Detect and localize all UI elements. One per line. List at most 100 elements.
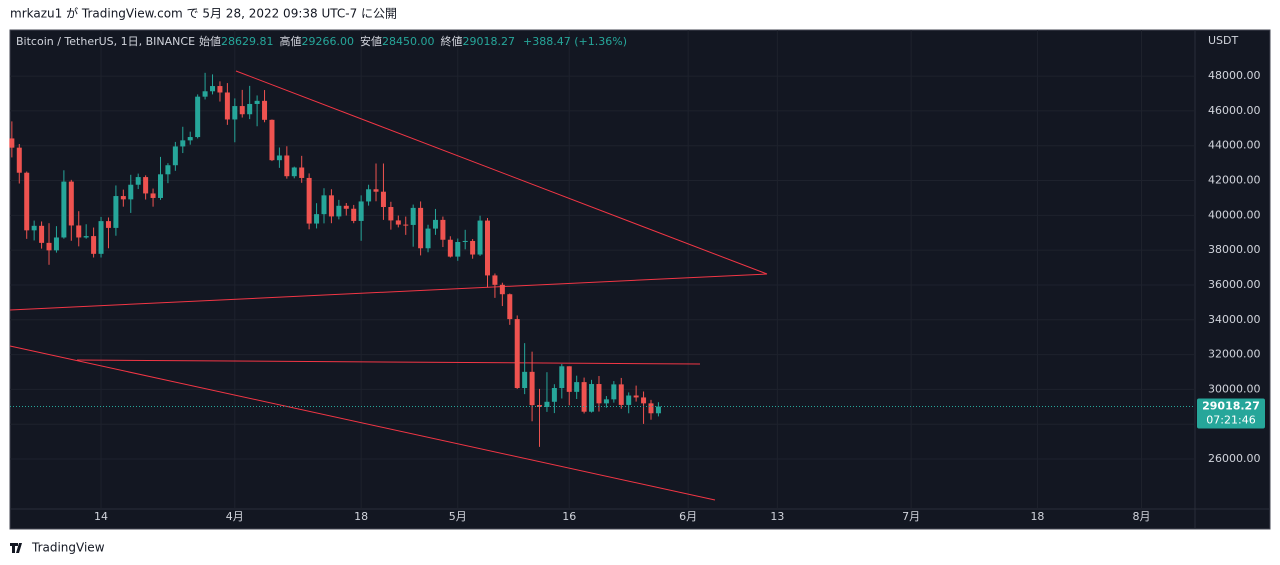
candle-body [477, 220, 483, 255]
candle-body [432, 219, 438, 229]
trend-line [76, 359, 701, 365]
candle-body [53, 237, 59, 251]
x-tick-label: 18 [1030, 510, 1044, 523]
candle-body [507, 294, 513, 320]
ohlc-label: 安値 [360, 34, 382, 48]
candle-body [61, 181, 67, 238]
candle-body [388, 207, 394, 221]
trend-line [9, 345, 716, 501]
candle-body [210, 86, 216, 92]
candle-body [284, 155, 290, 177]
candle-body [105, 221, 111, 228]
candle-body [299, 167, 305, 178]
trend-lines [9, 70, 768, 501]
candle-body [611, 384, 617, 400]
candle-body [537, 405, 543, 408]
candle-body [544, 401, 550, 408]
candle-body [336, 205, 342, 217]
candle-body [366, 189, 372, 202]
candle-body [143, 177, 149, 194]
candle-body [24, 172, 30, 231]
y-tick-label: 34000.00 [1208, 313, 1261, 326]
candle-body [395, 220, 401, 225]
candle-body [239, 106, 245, 115]
candle-body [462, 240, 468, 242]
candle-body [187, 137, 193, 141]
y-tick-label: 32000.00 [1208, 348, 1261, 361]
candle-body [254, 100, 260, 104]
candle-body [514, 319, 520, 389]
y-tick-label: 46000.00 [1208, 104, 1261, 117]
candle-body [425, 228, 431, 249]
x-tick-label: 18 [354, 510, 368, 523]
candle-body [224, 92, 230, 120]
ohlc-label: 始値 [199, 34, 221, 48]
candle-body [648, 403, 654, 414]
candle-body [76, 225, 82, 238]
candle-body [195, 96, 201, 138]
candle-body [455, 241, 461, 257]
candle-body [68, 181, 74, 226]
candle-body [618, 384, 624, 405]
candle-body [291, 167, 297, 177]
x-tick-label: 8月 [1132, 510, 1150, 523]
chart-frame [9, 29, 1271, 530]
candle-body [492, 275, 498, 285]
y-tick-label: 48000.00 [1208, 69, 1261, 82]
candle-body [113, 196, 119, 228]
candle-body [120, 196, 126, 200]
x-tick-label: 13 [770, 510, 784, 523]
y-tick-label: 44000.00 [1208, 139, 1261, 152]
ohlc-legend: 始値28629.81 高値29266.00 安値28450.00 終値29018.27 [199, 34, 515, 48]
candle-body [373, 189, 379, 192]
candle-body [566, 366, 572, 392]
publisher: mrkazu1 が TradingView.com で 5月 28, 2022 … [10, 6, 397, 21]
candle-body [135, 177, 141, 185]
y-tick-label: 40000.00 [1208, 208, 1261, 221]
ohlc-label: 終値 [441, 34, 463, 48]
candle-body [314, 214, 320, 224]
y-tick-label: 42000.00 [1208, 174, 1261, 187]
brand: TradingView [10, 541, 105, 555]
candle-body [484, 220, 490, 276]
y-tick-label: 30000.00 [1208, 382, 1261, 395]
x-tick-label: 4月 [226, 510, 244, 523]
candle-body [655, 406, 661, 414]
candle-body [380, 191, 386, 208]
symbol-legend: Bitcoin / TetherUS, 1日, BINANCE 始値28629.8… [16, 34, 627, 48]
y-tick-label: 26000.00 [1208, 452, 1261, 465]
candle-body [157, 174, 163, 198]
countdown: 07:21:46 [1206, 414, 1255, 427]
candle-body [470, 240, 476, 255]
candle-body [418, 207, 424, 249]
candle-body [262, 100, 268, 120]
x-tick-label: 16 [562, 510, 576, 523]
y-tick-label: 36000.00 [1208, 278, 1261, 291]
brand-name: TradingView [31, 541, 105, 555]
x-tick-label: 6月 [679, 510, 697, 523]
candle-body [351, 208, 357, 221]
candle-body [633, 395, 639, 398]
candle-body [217, 86, 223, 93]
trend-line [235, 70, 768, 275]
candle-body [574, 382, 580, 392]
candle-body [589, 384, 595, 412]
x-tick-label: 14 [94, 510, 108, 523]
candle-body [180, 140, 186, 147]
symbol-title: Bitcoin / TetherUS, 1日, BINANCE [16, 35, 195, 48]
y-unit: USDT [1208, 34, 1239, 47]
candle-body [410, 207, 416, 225]
candle-body [551, 388, 557, 402]
candle-body [16, 147, 22, 173]
candle-body [559, 366, 565, 389]
candle-body [269, 119, 275, 161]
candle-body [165, 165, 171, 175]
x-tick-label: 5月 [449, 510, 467, 523]
candle-body [172, 146, 178, 166]
candle-body [128, 184, 134, 200]
ohlc-label: 高値 [280, 34, 302, 48]
candle-body [581, 382, 587, 412]
last-price-box [1197, 398, 1265, 429]
ohlc-value: 29018.27 [463, 35, 516, 48]
